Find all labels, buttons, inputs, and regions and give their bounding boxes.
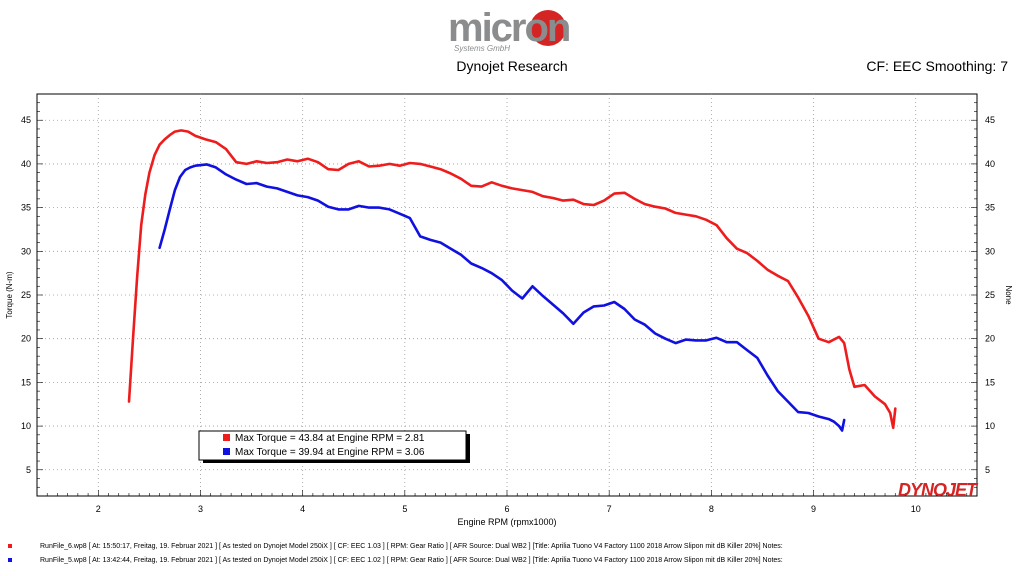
x-tick-label: 5 xyxy=(402,504,407,514)
footer-row-text: RunFile_5.wp8 [ At: 13:42:44, Freitag, 1… xyxy=(40,557,783,564)
x-tick-label: 8 xyxy=(709,504,714,514)
footer-row-runfile6: RunFile_6.wp8 [ At: 15:50:17, Freitag, 1… xyxy=(8,543,783,550)
x-tick-label: 7 xyxy=(607,504,612,514)
y-axis-label: Torque (N-m) xyxy=(5,271,14,318)
legend-swatch-runfile5 xyxy=(223,448,230,455)
dynojet-watermark: DYNOJET xyxy=(897,480,977,500)
logo-ring-icon xyxy=(530,10,566,46)
chart-title: Dynojet Research xyxy=(456,58,568,74)
legend-entry-runfile6: Max Torque = 43.84 at Engine RPM = 2.81 xyxy=(235,433,425,444)
y-tick-label-right: 25 xyxy=(985,290,995,300)
y-tick-label-left: 20 xyxy=(21,334,31,344)
footer-marker-blue xyxy=(8,558,12,563)
x-tick-label: 6 xyxy=(504,504,509,514)
micron-logo: micron Systems GmbH xyxy=(448,8,578,54)
y-tick-label-left: 25 xyxy=(21,290,31,300)
logo-subtitle: Systems GmbH xyxy=(454,44,511,53)
y-tick-label-right: 5 xyxy=(985,465,990,475)
y-tick-label-right: 15 xyxy=(985,377,995,387)
correction-factor-label: CF: EEC Smoothing: 7 xyxy=(866,58,1008,74)
x-tick-label: 3 xyxy=(198,504,203,514)
series-line-runfile-5 xyxy=(158,163,846,432)
x-tick-label: 9 xyxy=(811,504,816,514)
y-axis-label-right: None xyxy=(1004,285,1013,305)
logo-wordmark: micron xyxy=(448,6,571,50)
y-tick-label-left: 30 xyxy=(21,246,31,256)
footer-row-text: RunFile_6.wp8 [ At: 15:50:17, Freitag, 1… xyxy=(40,543,783,550)
x-axis-label: Engine RPM (rpmx1000) xyxy=(457,517,556,527)
x-tick-label: 2 xyxy=(96,504,101,514)
x-tick-label: 10 xyxy=(911,504,921,514)
series-line-runfile-6 xyxy=(127,129,897,430)
footer-marker-red xyxy=(8,544,12,549)
y-tick-label-left: 45 xyxy=(21,115,31,125)
legend-swatch-runfile6 xyxy=(223,434,230,441)
x-tick-label: 4 xyxy=(300,504,305,514)
legend-entry-runfile5: Max Torque = 39.94 at Engine RPM = 3.06 xyxy=(235,447,425,458)
y-tick-label-right: 30 xyxy=(985,246,995,256)
y-tick-label-right: 45 xyxy=(985,115,995,125)
series-layer xyxy=(127,129,897,432)
y-tick-label-right: 20 xyxy=(985,334,995,344)
y-tick-label-left: 15 xyxy=(21,377,31,387)
y-tick-label-right: 35 xyxy=(985,203,995,213)
grid-layer xyxy=(37,94,977,496)
footer-row-runfile5: RunFile_5.wp8 [ At: 13:42:44, Freitag, 1… xyxy=(8,557,783,564)
y-tick-label-left: 10 xyxy=(21,421,31,431)
y-tick-label-left: 35 xyxy=(21,203,31,213)
y-tick-label-left: 5 xyxy=(26,465,31,475)
y-tick-label-right: 10 xyxy=(985,421,995,431)
legend-box: Max Torque = 43.84 at Engine RPM = 2.81 … xyxy=(198,430,470,463)
y-tick-label-right: 40 xyxy=(985,159,995,169)
y-tick-label-left: 40 xyxy=(21,159,31,169)
